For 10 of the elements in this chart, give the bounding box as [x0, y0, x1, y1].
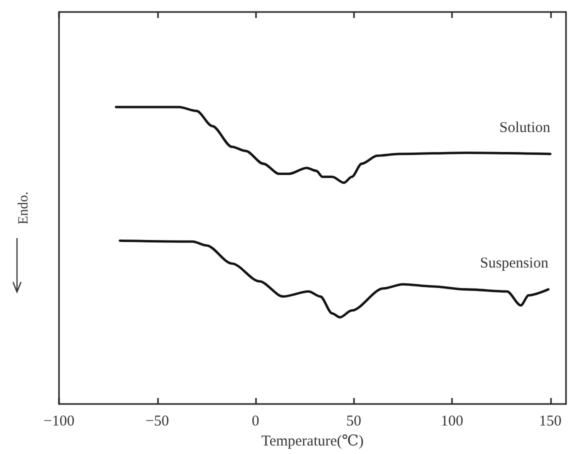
series-label: Suspension [480, 255, 549, 272]
series-label: Solution [499, 120, 551, 136]
x-tick-label: 50 [346, 414, 362, 430]
y-axis-title: Endo. [16, 191, 32, 225]
x-axis-title: Temperature(℃) [261, 434, 364, 450]
x-tick-label: −50 [146, 414, 169, 430]
x-tick-label: 0 [252, 414, 260, 430]
x-tick-label: 100 [440, 414, 464, 430]
x-tick-label: −100 [44, 414, 74, 430]
x-tick-label: 150 [539, 414, 562, 430]
